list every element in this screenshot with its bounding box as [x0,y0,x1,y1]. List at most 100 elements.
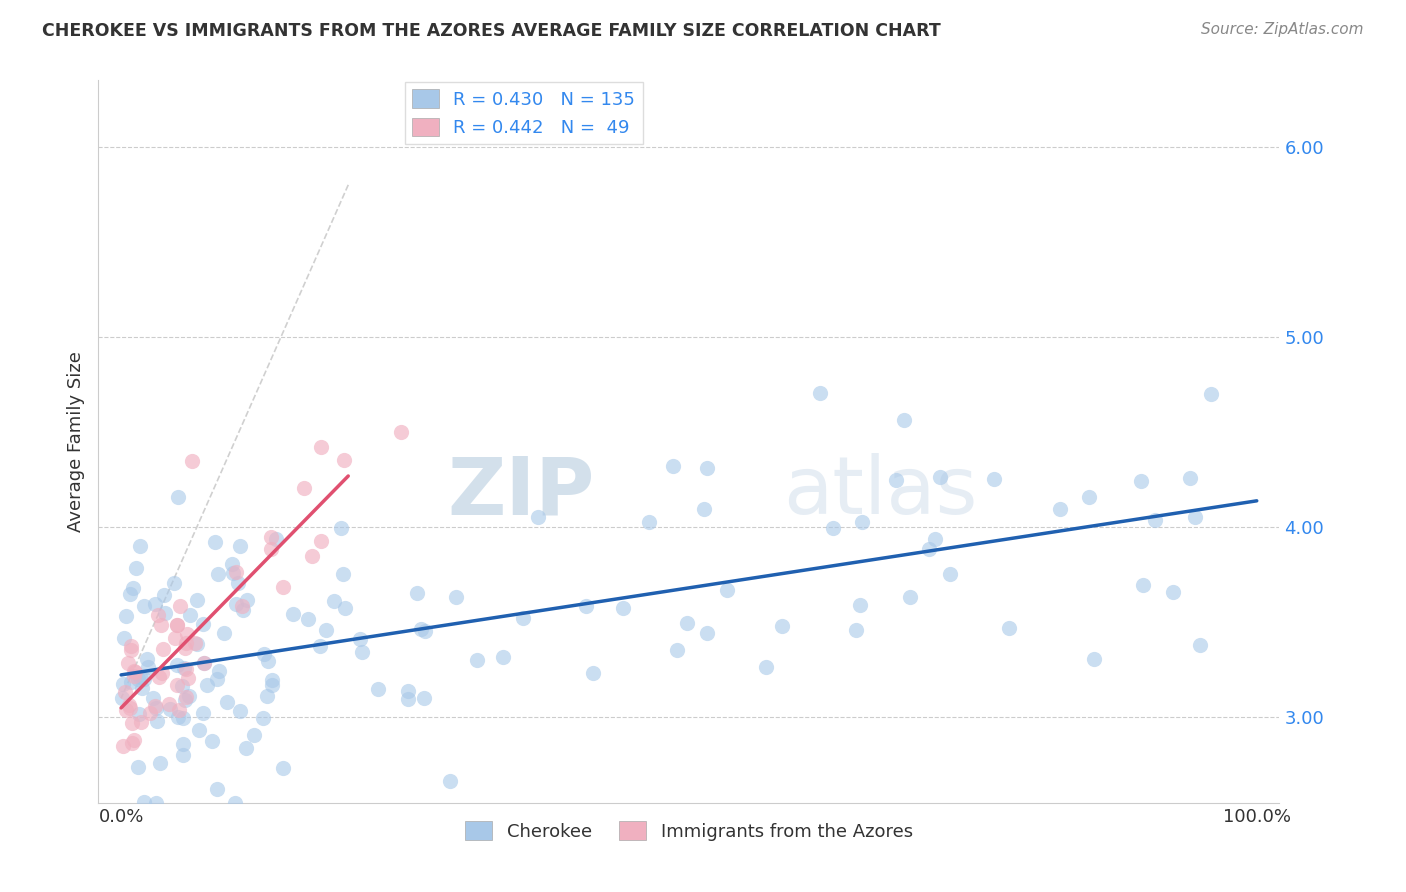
Point [177,689,200,703]
Point [129,539,152,553]
Point [122,582,145,596]
Point [207,782,229,797]
Point [120,587,142,601]
Point [396,691,419,706]
Point [252,711,274,725]
Point [444,590,467,604]
Point [575,599,598,613]
Point [215,695,238,709]
Point [143,699,166,714]
Point [114,685,136,699]
Point [191,706,214,720]
Point [159,702,181,716]
Point [262,677,284,691]
Point [112,632,135,646]
Point [808,385,831,400]
Point [884,473,907,487]
Point [222,566,245,581]
Point [235,740,257,755]
Point [169,599,191,614]
Point [229,539,252,553]
Point [169,703,191,717]
Point [322,594,344,608]
Point [172,679,194,693]
Point [174,635,197,649]
Point [332,567,354,582]
Point [134,672,156,686]
Point [1184,510,1206,524]
Point [662,459,685,474]
Point [146,607,169,622]
Point [166,618,188,632]
Point [174,641,197,656]
Point [225,597,247,611]
Point [893,413,915,427]
Point [315,623,337,637]
Point [396,684,419,698]
Point [439,774,461,789]
Point [153,588,176,602]
Point [207,566,229,581]
Point [152,642,174,657]
Point [163,576,186,591]
Point [121,736,143,750]
Point [1144,513,1167,527]
Point [413,624,436,639]
Point [264,532,287,546]
Point [260,673,283,687]
Point [181,453,204,467]
Point [187,723,209,737]
Point [173,693,195,707]
Point [292,481,315,495]
Point [122,664,145,678]
Point [124,669,146,683]
Point [666,642,689,657]
Point [136,659,159,673]
Point [637,515,659,529]
Point [527,509,550,524]
Point [405,586,427,600]
Point [770,619,793,633]
Point [309,440,332,454]
Point [271,580,294,594]
Point [1083,652,1105,666]
Point [465,653,488,667]
Point [231,599,253,613]
Point [898,590,921,604]
Point [157,697,180,711]
Point [1180,471,1202,485]
Point [333,453,356,467]
Point [204,535,226,549]
Point [115,609,138,624]
Point [849,598,872,612]
Point [851,515,873,529]
Point [122,732,145,747]
Point [177,671,200,685]
Point [172,747,194,762]
Point [127,760,149,774]
Point [256,655,278,669]
Point [696,626,718,640]
Point [167,490,190,504]
Point [983,472,1005,486]
Legend: Cherokee, Immigrants from the Azores: Cherokee, Immigrants from the Azores [458,814,920,848]
Point [253,647,276,661]
Point [939,567,962,582]
Point [120,639,142,653]
Point [676,616,699,631]
Point [165,631,187,645]
Point [330,521,353,535]
Point [301,549,323,564]
Point [173,661,195,675]
Point [693,502,716,516]
Point [128,670,150,684]
Point [132,795,155,809]
Point [201,734,224,748]
Point [125,561,148,575]
Point [121,716,143,731]
Point [135,652,157,666]
Point [207,673,229,687]
Point [148,669,170,683]
Point [349,632,371,646]
Point [1130,474,1153,488]
